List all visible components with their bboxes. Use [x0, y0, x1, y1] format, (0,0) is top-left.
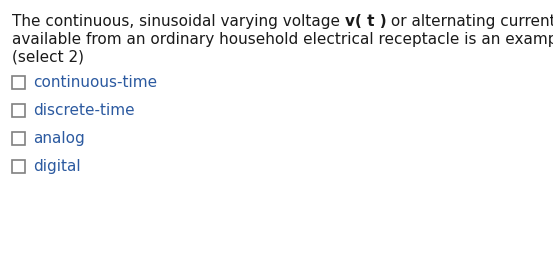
Text: The continuous, sinusoidal varying voltage: The continuous, sinusoidal varying volta…: [12, 14, 345, 29]
Text: analog: analog: [33, 131, 85, 146]
Text: digital: digital: [33, 159, 81, 174]
Bar: [12, 160, 25, 173]
Bar: [12, 104, 25, 117]
Text: discrete-time: discrete-time: [33, 103, 134, 118]
Text: (select 2): (select 2): [12, 50, 84, 65]
Text: v( t ): v( t ): [345, 14, 387, 29]
Text: or alternating current: or alternating current: [387, 14, 553, 29]
Bar: [12, 76, 25, 89]
Text: continuous-time: continuous-time: [33, 75, 157, 90]
Text: available from an ordinary household electrical receptacle is an example of: available from an ordinary household ele…: [12, 32, 553, 47]
Bar: [12, 132, 25, 145]
